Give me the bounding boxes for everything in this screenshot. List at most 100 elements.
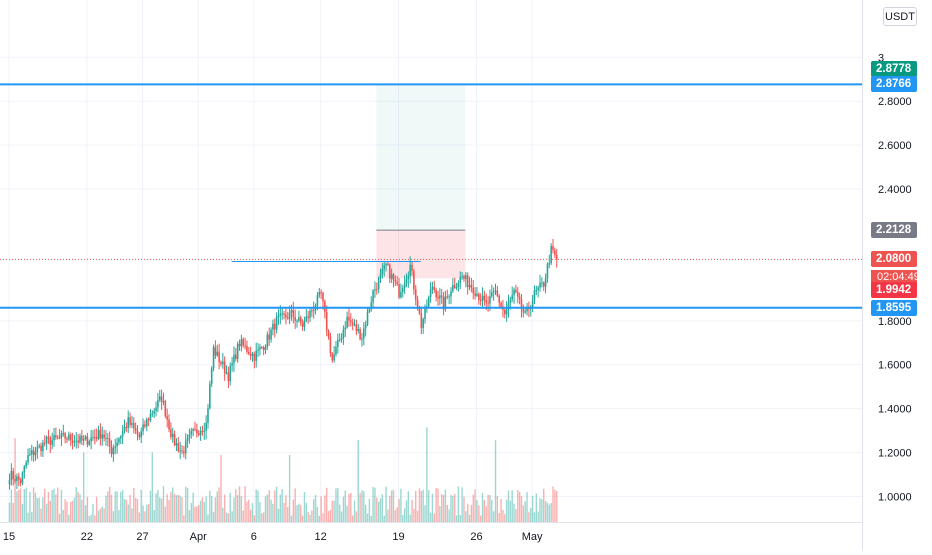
candle-body xyxy=(555,254,558,260)
candle-body xyxy=(396,282,398,285)
candle-body xyxy=(196,429,198,434)
volume-bar xyxy=(21,504,24,522)
candle-body xyxy=(194,429,196,431)
volume-bar xyxy=(329,509,332,522)
candle-body xyxy=(459,277,462,284)
long-position-tool[interactable] xyxy=(376,84,466,279)
candle-body xyxy=(364,324,367,329)
candle-body xyxy=(116,442,118,447)
price-tick-label: 1.2000 xyxy=(878,448,912,460)
candle-body xyxy=(316,295,319,306)
volume-bar xyxy=(142,505,144,522)
candle-body xyxy=(212,347,215,369)
volume-bar xyxy=(290,515,293,522)
candle-body xyxy=(272,323,274,330)
volume-bar xyxy=(257,490,259,522)
volume-bar xyxy=(492,511,495,522)
volume-bar xyxy=(81,499,83,522)
candle-body xyxy=(400,291,402,298)
candle-body xyxy=(422,319,424,329)
candle-body xyxy=(442,296,445,310)
candle-body xyxy=(186,437,189,441)
candle-body xyxy=(515,289,517,293)
candle-body xyxy=(554,250,556,255)
candle-body xyxy=(478,293,480,300)
volume-bar xyxy=(301,515,304,522)
candle-body xyxy=(520,298,523,310)
candle-body xyxy=(344,327,347,330)
price-tick-label: 2.8000 xyxy=(878,96,912,108)
candle-body xyxy=(433,286,436,290)
candle-body xyxy=(431,286,434,290)
candle-body xyxy=(66,438,68,440)
volume-bar xyxy=(320,496,322,522)
candle-body xyxy=(121,431,124,437)
candle-body xyxy=(403,283,406,289)
candle-body xyxy=(427,296,430,307)
candle-body xyxy=(392,274,395,280)
candle-body xyxy=(414,289,417,300)
volume-bar xyxy=(428,490,430,522)
candle-body xyxy=(509,299,512,304)
volume-bar xyxy=(472,494,474,522)
volume-bar xyxy=(383,515,385,522)
candle-body xyxy=(82,439,85,441)
volume-bar xyxy=(235,489,237,522)
candle-body xyxy=(439,295,441,299)
candle-body xyxy=(173,433,176,446)
volume-bar xyxy=(368,498,371,522)
currency-button[interactable]: USDT xyxy=(883,7,917,26)
drawn-lines[interactable] xyxy=(0,83,862,309)
volume-bar xyxy=(363,490,365,522)
volume-bar xyxy=(489,494,491,522)
volume-bar xyxy=(344,490,346,522)
volume-bar xyxy=(478,505,480,522)
candle-body xyxy=(19,479,22,484)
bar-countdown: 02:04:49 xyxy=(871,270,920,285)
candle-body xyxy=(23,466,26,473)
price-tick-label: 2.6000 xyxy=(878,140,912,152)
volume-bar xyxy=(313,499,315,522)
candle-body xyxy=(463,276,465,279)
volume-bar xyxy=(396,507,398,522)
candle-body xyxy=(249,354,252,356)
candle-body xyxy=(108,438,111,447)
price-tick-label: 1.8000 xyxy=(878,316,912,328)
volume-bar xyxy=(465,511,467,522)
volume-bar xyxy=(381,494,384,522)
volume-bar xyxy=(146,504,148,522)
volume-bar xyxy=(160,498,163,522)
volume-bar xyxy=(34,492,37,522)
volume-bar xyxy=(90,514,92,522)
candle-body xyxy=(468,285,471,288)
candle-body xyxy=(542,282,545,287)
candle-body xyxy=(370,302,373,310)
volume-bar xyxy=(233,497,235,522)
candle-body xyxy=(229,365,232,382)
candle-body xyxy=(12,471,15,480)
candle-body xyxy=(491,292,493,297)
volume-bar xyxy=(550,502,552,522)
candle-body xyxy=(94,437,96,439)
candle-body xyxy=(257,349,259,351)
candle-body xyxy=(244,345,246,347)
volume-bar xyxy=(129,494,131,522)
candle-body xyxy=(8,480,11,485)
candle-body xyxy=(55,435,57,438)
volume-bar xyxy=(194,506,196,522)
volume-bar xyxy=(244,486,246,522)
candle-body xyxy=(30,450,33,454)
time-tick-label: May xyxy=(522,531,543,543)
volume-bar xyxy=(337,487,339,522)
volume-bar xyxy=(370,515,372,522)
candle-body xyxy=(489,296,491,304)
candle-body xyxy=(207,408,209,423)
volume-bar xyxy=(222,507,224,522)
candle-body xyxy=(418,308,421,314)
candle-body xyxy=(390,274,393,279)
volume-bar xyxy=(120,491,122,522)
volume-bar xyxy=(101,506,103,522)
target-price-badge: 2.8778 xyxy=(871,61,917,78)
